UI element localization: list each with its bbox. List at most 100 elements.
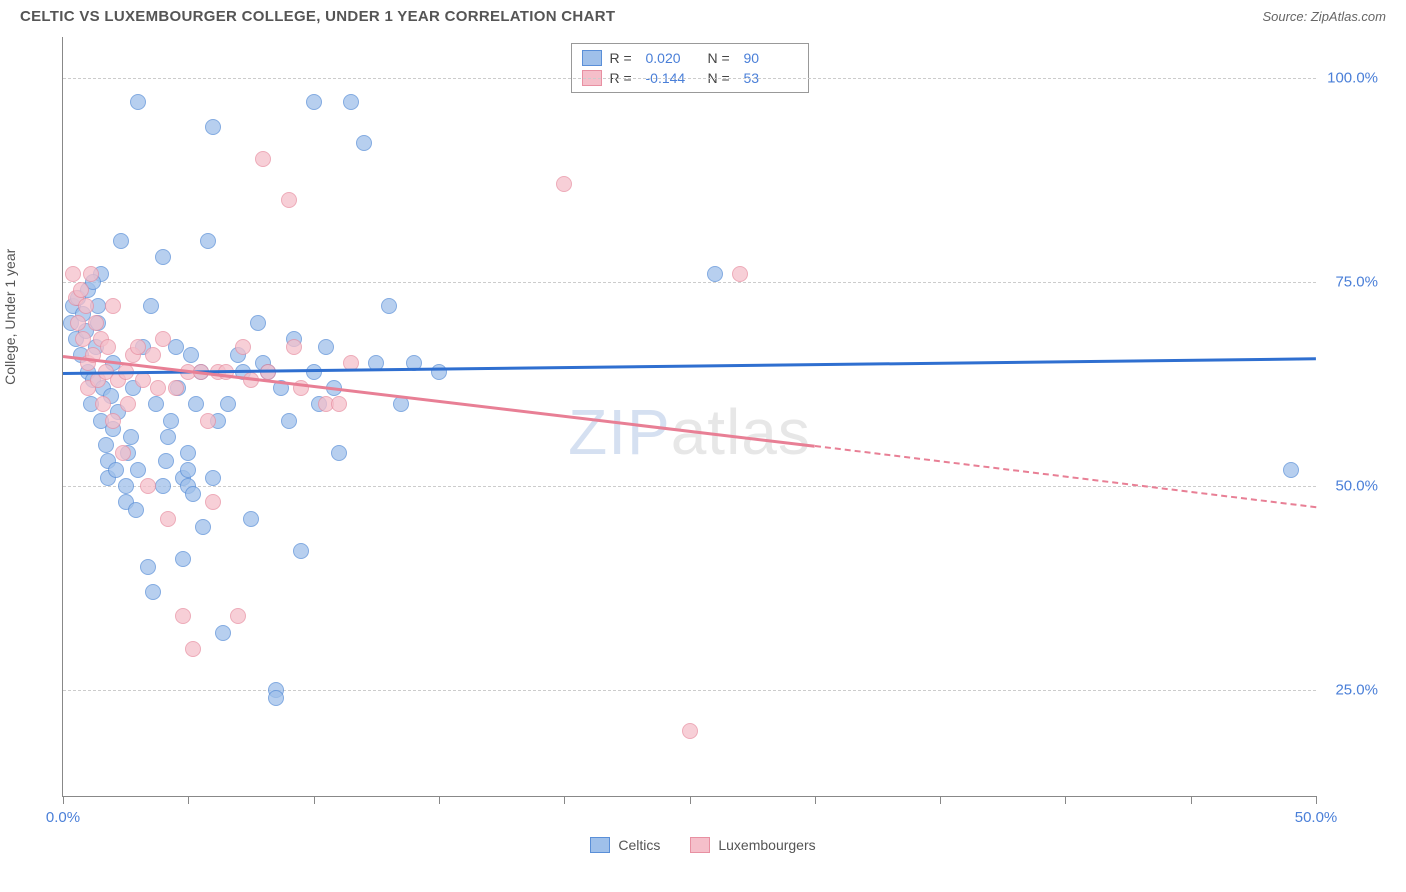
data-point — [75, 331, 91, 347]
data-point — [160, 429, 176, 445]
data-point — [318, 339, 334, 355]
data-point — [128, 502, 144, 518]
data-point — [145, 347, 161, 363]
data-point — [123, 429, 139, 445]
data-point — [200, 233, 216, 249]
chart-title: CELTIC VS LUXEMBOURGER COLLEGE, UNDER 1 … — [20, 8, 615, 25]
x-tick — [1065, 796, 1066, 804]
data-point — [145, 584, 161, 600]
data-point — [356, 135, 372, 151]
data-point — [381, 298, 397, 314]
data-point — [185, 641, 201, 657]
data-point — [143, 298, 159, 314]
data-point — [205, 470, 221, 486]
data-point — [135, 372, 151, 388]
legend-item-celtics: Celtics — [590, 837, 660, 853]
data-point — [108, 462, 124, 478]
chart-header: CELTIC VS LUXEMBOURGER COLLEGE, UNDER 1 … — [0, 0, 1406, 37]
x-tick — [564, 796, 565, 804]
data-point — [220, 396, 236, 412]
data-point — [130, 462, 146, 478]
series-legend: Celtics Luxembourgers — [20, 837, 1386, 853]
legend-label-celtics: Celtics — [618, 837, 660, 853]
data-point — [255, 151, 271, 167]
data-point — [205, 494, 221, 510]
r-label: R = — [610, 50, 638, 66]
data-point — [113, 233, 129, 249]
data-point — [105, 298, 121, 314]
swatch-celtics — [590, 837, 610, 853]
data-point — [293, 543, 309, 559]
data-point — [281, 413, 297, 429]
data-point — [95, 396, 111, 412]
data-point — [130, 94, 146, 110]
data-point — [150, 380, 166, 396]
data-point — [105, 413, 121, 429]
data-point — [215, 625, 231, 641]
data-point — [100, 339, 116, 355]
x-tick-label: 50.0% — [1295, 809, 1338, 826]
data-point — [115, 445, 131, 461]
data-point — [243, 511, 259, 527]
y-tick-label: 25.0% — [1335, 681, 1378, 698]
data-point — [682, 723, 698, 739]
x-tick — [690, 796, 691, 804]
x-tick — [63, 796, 64, 804]
data-point — [160, 511, 176, 527]
x-tick — [314, 796, 315, 804]
data-point — [183, 347, 199, 363]
x-tick — [439, 796, 440, 804]
data-point — [331, 396, 347, 412]
x-tick — [1191, 796, 1192, 804]
x-tick — [188, 796, 189, 804]
x-tick — [940, 796, 941, 804]
y-axis-title: College, Under 1 year — [2, 249, 18, 385]
data-point — [148, 396, 164, 412]
data-point — [732, 266, 748, 282]
data-point — [195, 519, 211, 535]
x-tick — [815, 796, 816, 804]
data-point — [155, 331, 171, 347]
data-point — [140, 559, 156, 575]
source-label: Source: — [1262, 9, 1310, 24]
trend-line — [63, 357, 1316, 375]
source-attribution: Source: ZipAtlas.com — [1262, 9, 1386, 24]
correlation-legend: R = 0.020 N = 90 R = -0.144 N = 53 — [571, 43, 809, 93]
y-tick-label: 75.0% — [1335, 273, 1378, 290]
data-point — [130, 339, 146, 355]
data-point — [205, 119, 221, 135]
data-point — [185, 486, 201, 502]
chart-container: College, Under 1 year ZIPatlas R = 0.020… — [20, 37, 1386, 853]
watermark-prefix: ZIP — [568, 396, 671, 468]
n-value-celtics: 90 — [744, 50, 798, 66]
trend-line — [815, 445, 1316, 508]
swatch-luxembourgers — [690, 837, 710, 853]
data-point — [431, 364, 447, 380]
data-point — [73, 282, 89, 298]
data-point — [343, 94, 359, 110]
data-point — [155, 249, 171, 265]
gridline — [63, 78, 1316, 79]
data-point — [158, 453, 174, 469]
data-point — [331, 445, 347, 461]
data-point — [88, 315, 104, 331]
data-point — [83, 266, 99, 282]
data-point — [281, 192, 297, 208]
source-value: ZipAtlas.com — [1311, 9, 1386, 24]
data-point — [235, 339, 251, 355]
data-point — [120, 396, 136, 412]
gridline — [63, 486, 1316, 487]
y-tick-label: 100.0% — [1327, 69, 1378, 86]
data-point — [250, 315, 266, 331]
r-value-celtics: 0.020 — [646, 50, 700, 66]
legend-row-celtics: R = 0.020 N = 90 — [582, 48, 798, 68]
data-point — [188, 396, 204, 412]
data-point — [230, 608, 246, 624]
legend-item-luxembourgers: Luxembourgers — [690, 837, 815, 853]
x-tick-label: 0.0% — [46, 809, 80, 826]
plot-area: ZIPatlas R = 0.020 N = 90 R = -0.144 N =… — [62, 37, 1316, 797]
data-point — [306, 94, 322, 110]
data-point — [168, 380, 184, 396]
data-point — [175, 608, 191, 624]
data-point — [65, 266, 81, 282]
